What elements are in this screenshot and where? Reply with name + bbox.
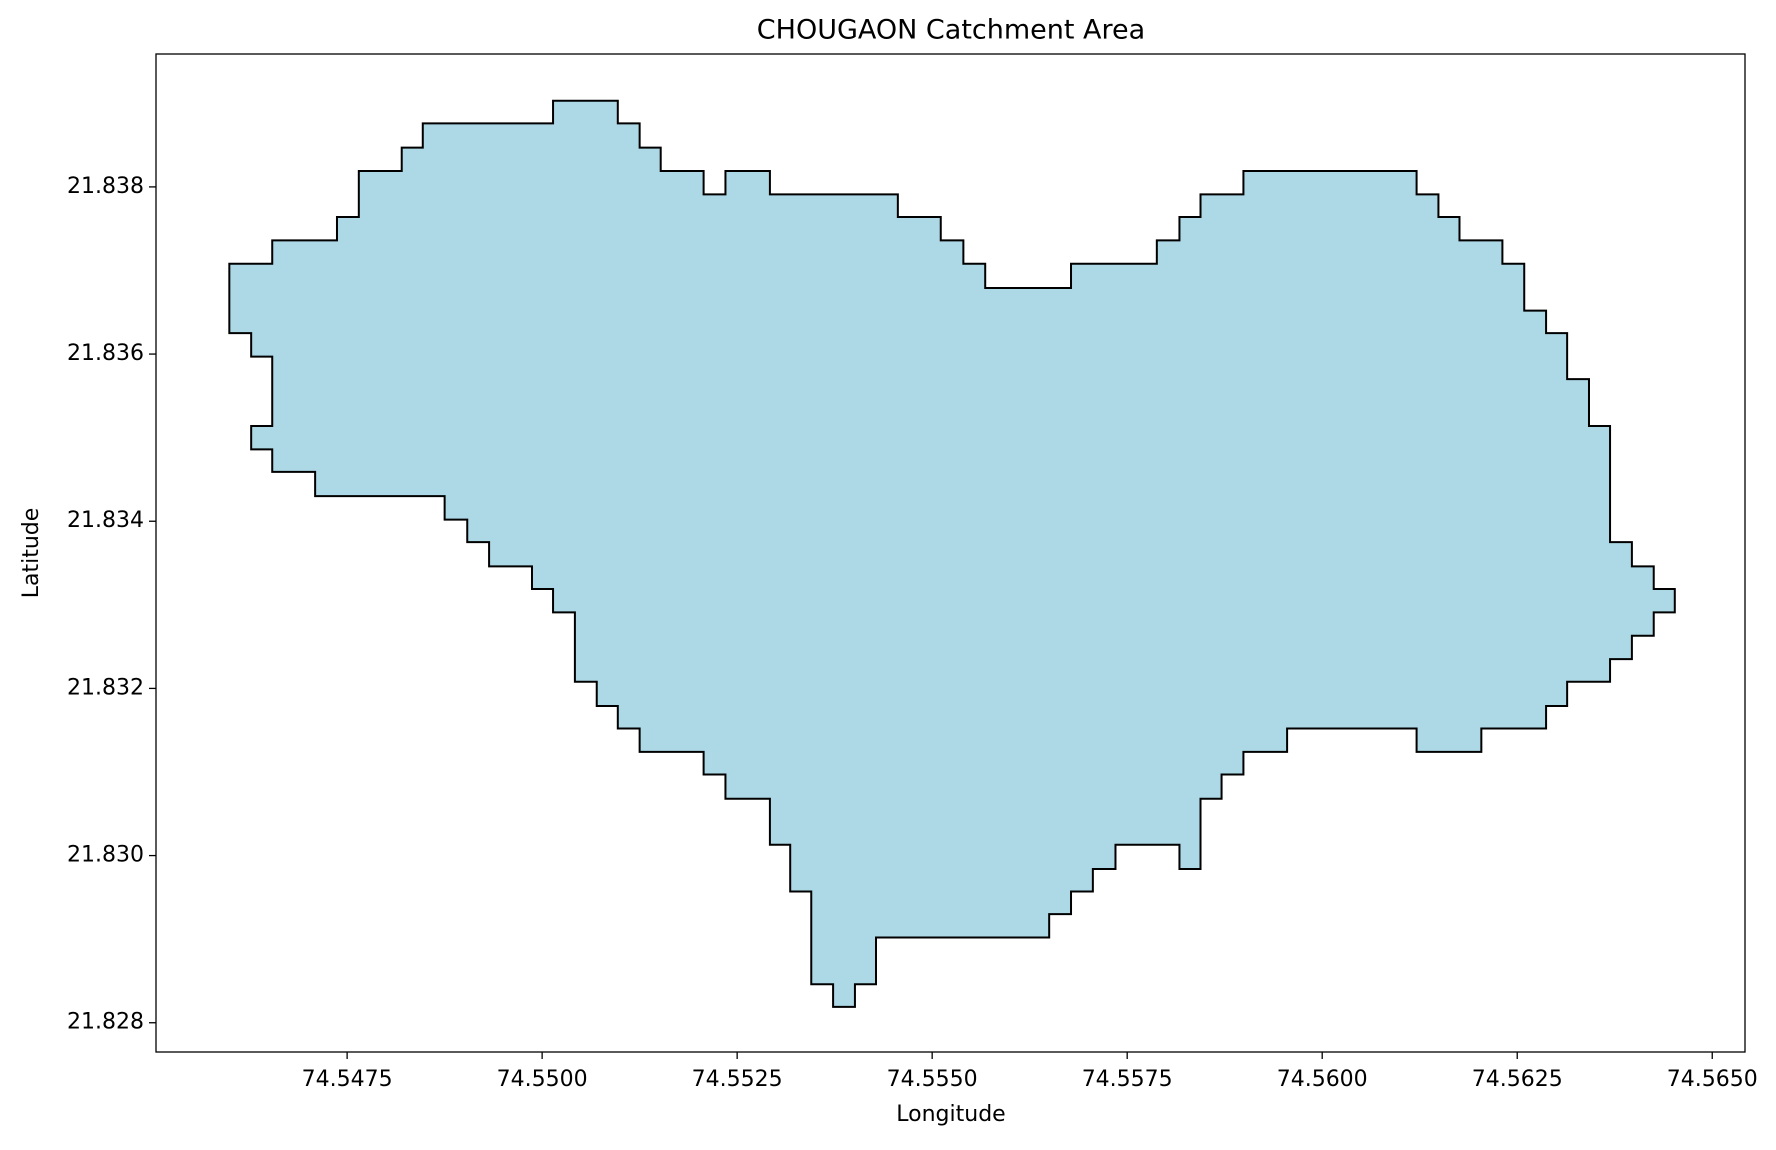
- y-tick-label: 21.836: [67, 341, 144, 366]
- y-tick-label: 21.832: [67, 675, 144, 700]
- x-tick-label: 74.5625: [1472, 1067, 1563, 1092]
- x-tick-label: 74.5650: [1667, 1067, 1758, 1092]
- x-tick-label: 74.5475: [302, 1067, 393, 1092]
- y-tick-label: 21.830: [67, 843, 144, 868]
- plot-frame: [155, 53, 1746, 1053]
- x-tick-label: 74.5600: [1277, 1067, 1368, 1092]
- chart-title: CHOUGAON Catchment Area: [757, 15, 1145, 46]
- x-tick-label: 74.5525: [692, 1067, 783, 1092]
- x-tick-label: 74.5500: [497, 1067, 588, 1092]
- x-axis-label: Longitude: [896, 1102, 1005, 1127]
- y-axis-label: Latitude: [19, 508, 44, 599]
- y-tick-label: 21.834: [67, 508, 144, 533]
- x-tick-label: 74.5550: [887, 1067, 978, 1092]
- y-tick-label: 21.838: [67, 174, 144, 199]
- y-tick-label: 21.828: [67, 1010, 144, 1035]
- catchment-polygon: [228, 99, 1676, 1008]
- x-tick-label: 74.5575: [1082, 1067, 1173, 1092]
